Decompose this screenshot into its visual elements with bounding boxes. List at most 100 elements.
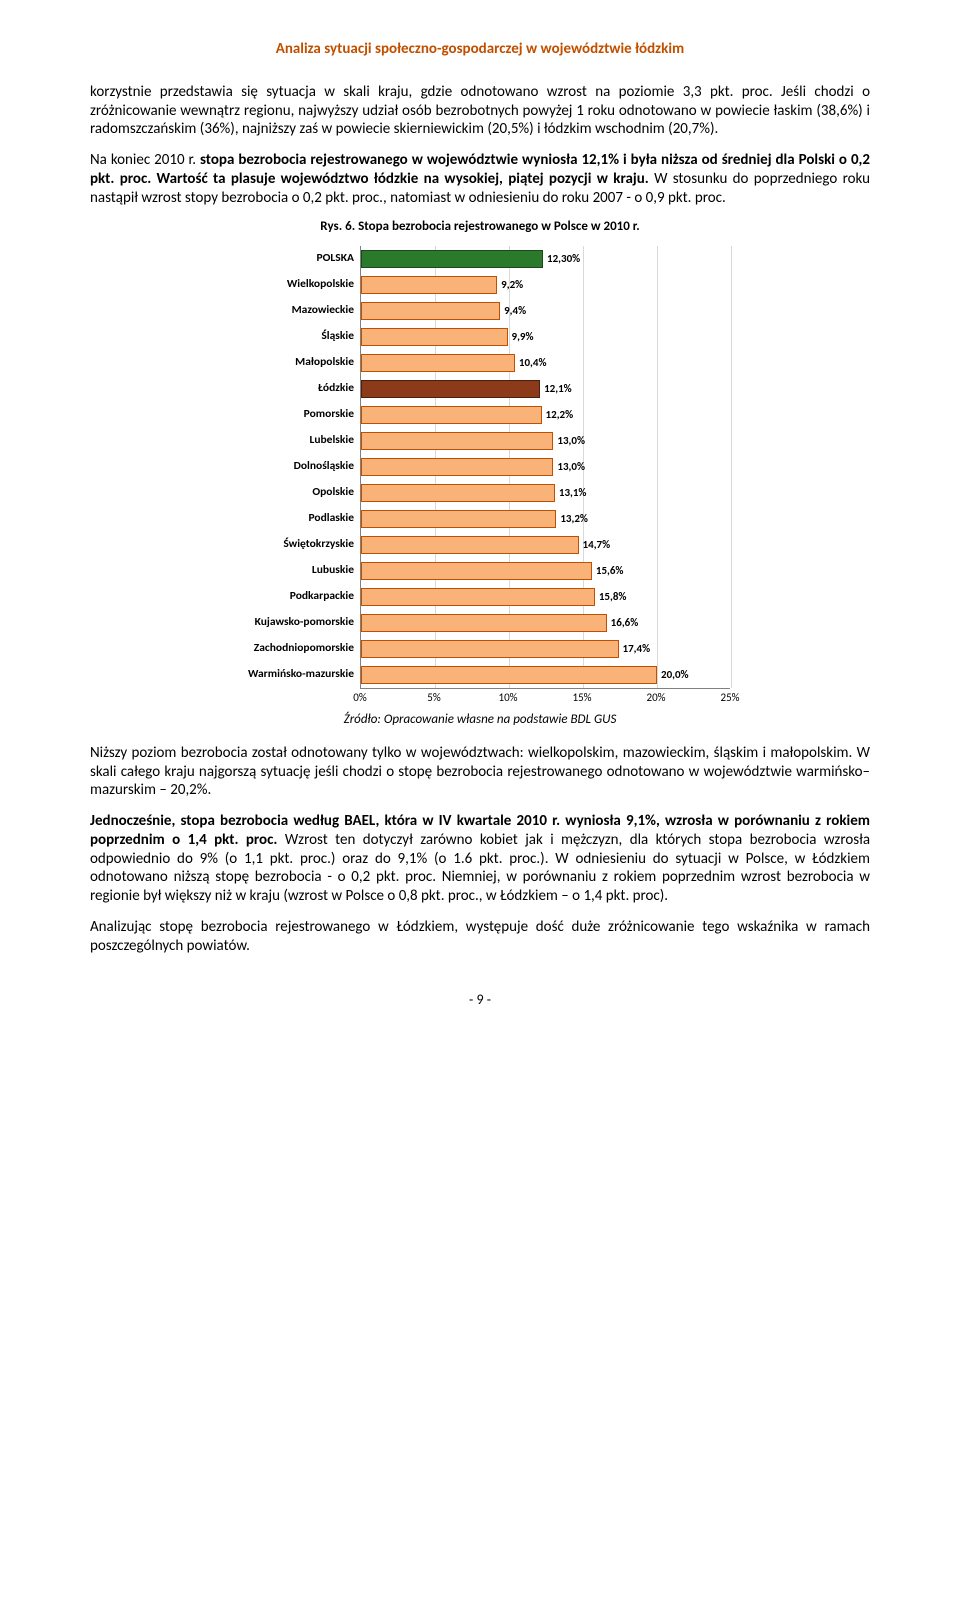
chart-tick: 10%	[498, 691, 517, 705]
chart-bar-label: 12,1%	[544, 382, 572, 396]
chart-bar-label: 13,1%	[559, 486, 587, 500]
chart-category-label: Dolnośląskie	[230, 459, 360, 473]
chart-row: Warmińsko-mazurskie 20,0%	[230, 662, 730, 688]
chart-plot-area: 20,0%	[360, 662, 730, 688]
chart-plot-area: 12,1%	[360, 376, 730, 402]
chart-plot-area: 13,2%	[360, 506, 730, 532]
chart-bar	[361, 666, 657, 684]
chart-plot-area: 12,2%	[360, 402, 730, 428]
chart-category-label: Kujawsko-pomorskie	[230, 615, 360, 629]
chart-row: POLSKA 12,30%	[230, 246, 730, 272]
chart-category-label: Lubuskie	[230, 563, 360, 577]
chart-tick: 15%	[572, 691, 591, 705]
chart-category-label: Zachodniopomorskie	[230, 641, 360, 655]
chart-x-axis: 0%5%10%15%20%25%	[360, 688, 730, 706]
chart-plot-area: 9,4%	[360, 298, 730, 324]
chart-bar-label: 17,4%	[623, 642, 651, 656]
chart-bar-label: 9,9%	[512, 330, 534, 344]
chart-bar-label: 10,4%	[519, 356, 547, 370]
chart-bar	[361, 302, 500, 320]
paragraph-1: korzystnie przedstawia się sytuacja w sk…	[90, 83, 870, 139]
paragraph-2: Na koniec 2010 r. stopa bezrobocia rejes…	[90, 151, 870, 207]
chart-plot-area: 10,4%	[360, 350, 730, 376]
chart-bar-label: 9,4%	[504, 304, 526, 318]
chart-source: Źródło: Opracowanie własne na podstawie …	[90, 712, 870, 728]
chart-row: Małopolskie 10,4%	[230, 350, 730, 376]
chart-bar	[361, 380, 540, 398]
chart-row: Dolnośląskie 13,0%	[230, 454, 730, 480]
chart-bar	[361, 276, 497, 294]
chart-bar-label: 12,2%	[546, 408, 574, 422]
chart-plot-area: 9,9%	[360, 324, 730, 350]
chart-plot-area: 16,6%	[360, 610, 730, 636]
chart-row: Mazowieckie 9,4%	[230, 298, 730, 324]
chart-tick: 20%	[646, 691, 665, 705]
chart-row: Wielkopolskie 9,2%	[230, 272, 730, 298]
chart-bar	[361, 510, 556, 528]
chart-bar	[361, 614, 607, 632]
page-number: - 9 -	[90, 991, 870, 1009]
chart-category-label: Świętokrzyskie	[230, 537, 360, 551]
chart-plot-area: 13,0%	[360, 454, 730, 480]
chart-plot-area: 9,2%	[360, 272, 730, 298]
chart-category-label: Lubelskie	[230, 433, 360, 447]
chart-tick: 0%	[353, 691, 366, 705]
chart-category-label: Małopolskie	[230, 355, 360, 369]
chart-row: Opolskie 13,1%	[230, 480, 730, 506]
chart-category-label: Pomorskie	[230, 407, 360, 421]
chart-bar-label: 13,0%	[557, 460, 585, 474]
paragraph-3: Niższy poziom bezrobocia został odnotowa…	[90, 744, 870, 800]
chart-category-label: Opolskie	[230, 485, 360, 499]
chart-row: Lubelskie 13,0%	[230, 428, 730, 454]
chart-row: Lubuskie 15,6%	[230, 558, 730, 584]
chart-bar	[361, 432, 553, 450]
chart-bar-label: 13,0%	[557, 434, 585, 448]
page-header: Analiza sytuacji społeczno-gospodarczej …	[90, 40, 870, 59]
chart-plot-area: 13,0%	[360, 428, 730, 454]
chart-row: Świętokrzyskie 14,7%	[230, 532, 730, 558]
chart-bar-label: 15,6%	[596, 564, 624, 578]
chart-plot-area: 17,4%	[360, 636, 730, 662]
chart-category-label: Podlaskie	[230, 511, 360, 525]
chart-plot-area: 13,1%	[360, 480, 730, 506]
chart-bar-label: 15,8%	[599, 590, 627, 604]
para2-intro: Na koniec 2010 r.	[90, 151, 200, 169]
chart-bar-label: 20,0%	[661, 668, 689, 682]
chart-category-label: Łódzkie	[230, 381, 360, 395]
chart-row: Kujawsko-pomorskie 16,6%	[230, 610, 730, 636]
chart-row: Podlaskie 13,2%	[230, 506, 730, 532]
chart-bar-label: 16,6%	[611, 616, 639, 630]
paragraph-5: Analizując stopę bezrobocia rejestrowane…	[90, 918, 870, 956]
chart-bar-label: 12,30%	[547, 252, 580, 266]
chart-row: Śląskie 9,9%	[230, 324, 730, 350]
chart-category-label: Śląskie	[230, 329, 360, 343]
chart-bar	[361, 588, 595, 606]
chart-bar	[361, 640, 619, 658]
chart-plot-area: 15,6%	[360, 558, 730, 584]
chart-row: Pomorskie 12,2%	[230, 402, 730, 428]
paragraph-4: Jednocześnie, stopa bezrobocia według BA…	[90, 812, 870, 906]
chart-category-label: Podkarpackie	[230, 589, 360, 603]
chart-bar	[361, 536, 579, 554]
chart-bar	[361, 406, 542, 424]
chart-title: Rys. 6. Stopa bezrobocia rejestrowanego …	[90, 219, 870, 235]
chart-plot-area: 15,8%	[360, 584, 730, 610]
chart-bar	[361, 562, 592, 580]
chart-bar-label: 13,2%	[560, 512, 588, 526]
chart-category-label: Warmińsko-mazurskie	[230, 667, 360, 681]
chart-category-label: POLSKA	[230, 251, 360, 265]
chart-bar	[361, 458, 553, 476]
chart-category-label: Mazowieckie	[230, 303, 360, 317]
chart-row: Zachodniopomorskie 17,4%	[230, 636, 730, 662]
bar-chart: POLSKA 12,30% Wielkopolskie 9,2% Mazowieckie…	[230, 246, 730, 706]
chart-tick: 5%	[427, 691, 440, 705]
chart-category-label: Wielkopolskie	[230, 277, 360, 291]
chart-plot-area: 12,30%	[360, 246, 730, 272]
chart-bar-label: 14,7%	[583, 538, 611, 552]
chart-bar	[361, 484, 555, 502]
chart-tick: 25%	[720, 691, 739, 705]
chart-bar	[361, 354, 515, 372]
chart-bar-label: 9,2%	[501, 278, 523, 292]
chart-bar	[361, 328, 508, 346]
chart-bar	[361, 250, 543, 268]
